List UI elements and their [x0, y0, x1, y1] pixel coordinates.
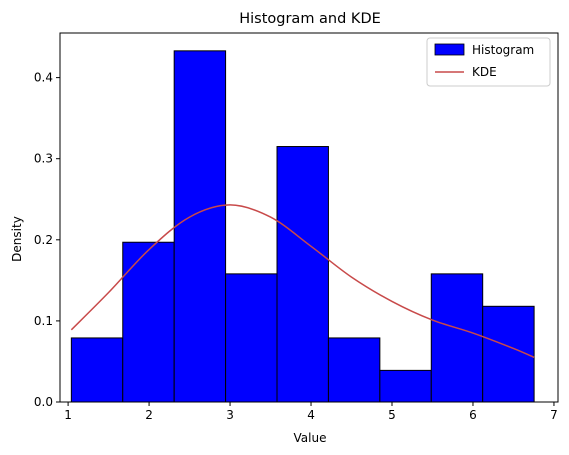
y-tick-label: 0.0 [34, 395, 53, 409]
y-tick-label: 0.3 [34, 152, 53, 166]
y-tick-label: 0.4 [34, 71, 53, 85]
x-tick-label: 3 [226, 408, 234, 422]
x-axis-label: Value [294, 431, 327, 445]
histogram-bar [122, 241, 175, 403]
histogram-bar [379, 369, 432, 403]
legend: Histogram KDE [426, 37, 551, 87]
histogram-bar [225, 273, 278, 403]
y-axis-label: Density [10, 216, 24, 262]
axes: 1 2 3 4 5 6 7 0.0 0.1 0.2 0.3 0.4 [34, 32, 559, 422]
histogram-bar [173, 50, 227, 403]
x-tick-label: 7 [550, 408, 558, 422]
kde-line-layer [70, 204, 535, 359]
histogram-bar [70, 337, 124, 403]
plot-frame [59, 32, 559, 403]
legend-kde-label: KDE [472, 65, 497, 79]
x-tick-label: 4 [307, 408, 315, 422]
histogram-bar [430, 273, 484, 403]
y-tick-label: 0.1 [34, 314, 53, 328]
legend-histogram-label: Histogram [472, 43, 534, 57]
x-tick-label: 6 [469, 408, 477, 422]
histogram-bars [70, 50, 535, 403]
histogram-bar [327, 337, 381, 403]
x-tick-label: 1 [64, 408, 72, 422]
y-tick-label: 0.2 [34, 233, 53, 247]
x-tick-label: 5 [388, 408, 396, 422]
histogram-bar [276, 146, 329, 403]
legend-histogram-swatch [434, 43, 465, 56]
kde-line [70, 204, 535, 359]
x-tick-label: 2 [145, 408, 153, 422]
chart-title: Histogram and KDE [239, 11, 381, 27]
